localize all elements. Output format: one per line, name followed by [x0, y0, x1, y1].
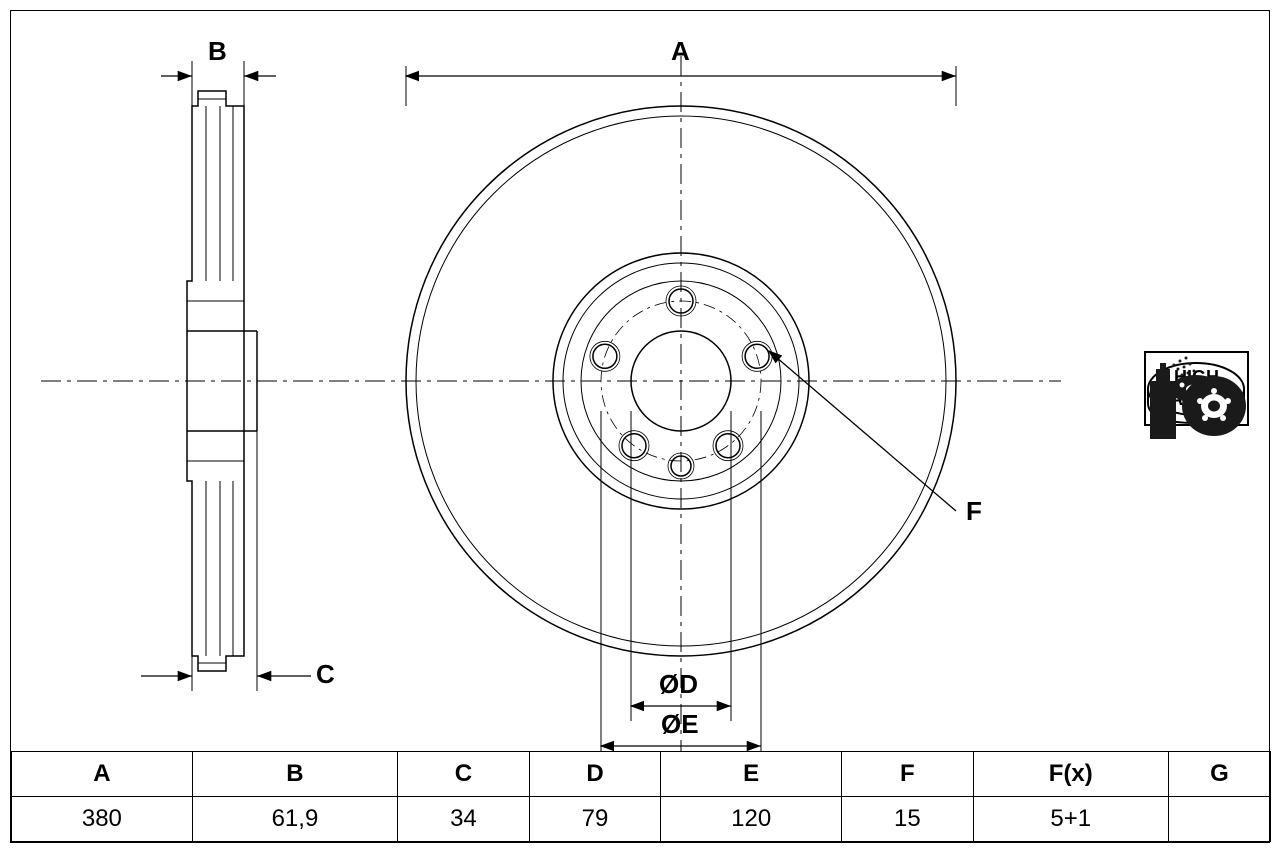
technical-drawing	[11, 11, 1271, 751]
label-D: ØD	[659, 669, 698, 700]
col-header: B	[192, 752, 397, 797]
label-B: B	[208, 36, 227, 67]
coating-spray-icon	[1144, 351, 1249, 446]
table-value-row: 380 61,9 34 79 120 15 5+1	[12, 797, 1271, 842]
col-header: E	[661, 752, 842, 797]
cell-value: 79	[529, 797, 661, 842]
dimension-C	[141, 431, 311, 691]
drawing-frame: A B C ØD ØE F HIGH CARBON	[10, 10, 1270, 843]
cell-value: 61,9	[192, 797, 397, 842]
col-header: C	[398, 752, 530, 797]
label-A: A	[671, 36, 690, 67]
col-header: F(x)	[973, 752, 1168, 797]
label-E: ØE	[661, 709, 699, 740]
cell-value: 15	[842, 797, 974, 842]
cell-value	[1168, 797, 1270, 842]
table-header-row: A B C D E F F(x) G	[12, 752, 1271, 797]
col-header: D	[529, 752, 661, 797]
cell-value: 120	[661, 797, 842, 842]
cell-value: 5+1	[973, 797, 1168, 842]
label-C: C	[316, 659, 335, 690]
label-F: F	[966, 496, 982, 527]
col-header: A	[12, 752, 193, 797]
leader-F	[769, 351, 956, 511]
col-header: F	[842, 752, 974, 797]
col-header: G	[1168, 752, 1270, 797]
cell-value: 380	[12, 797, 193, 842]
dimension-table: A B C D E F F(x) G 380 61,9 34 79 120 15…	[11, 751, 1271, 842]
badge-column: HIGH CARBON	[1144, 351, 1259, 438]
cell-value: 34	[398, 797, 530, 842]
